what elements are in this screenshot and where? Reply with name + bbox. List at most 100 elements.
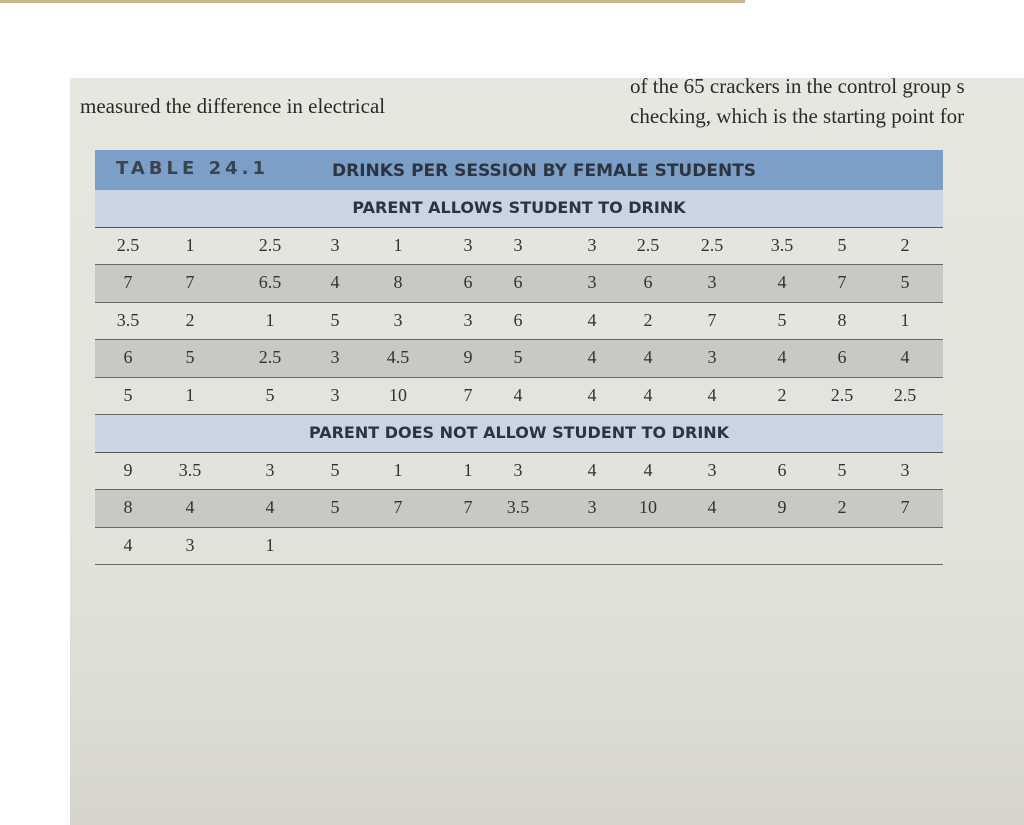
table-cell: 4 [643,384,653,405]
table-row [95,490,943,528]
table-cell: 2 [185,309,195,330]
table-cell: 4 [643,459,653,480]
table-cell: 4 [185,497,195,517]
table-cell: 10 [639,497,657,517]
table-cell: 8 [123,497,133,517]
body-text: checking, which is the starting point fo… [630,104,965,128]
table-cell: 3 [587,497,597,517]
table-cell: 3.5 [770,234,794,255]
table-cell: 6 [463,272,473,292]
section-heading: PARENT ALLOWS STUDENT TO DRINK [352,198,686,217]
table-cell: 3 [330,347,340,367]
table-cell: 3.5 [506,497,530,517]
table-cell: 7 [837,272,847,292]
table-row [95,340,943,378]
table-row [95,453,943,490]
table-cell: 2.5 [830,384,854,405]
table-cell: 6 [837,347,847,367]
table-cell: 9 [123,459,133,480]
table-cell: 3 [513,234,523,255]
table-cell: 4 [587,309,597,330]
table-cell: 6.5 [258,272,282,292]
table-cell: 6 [123,347,133,367]
table-cell: 6 [777,459,787,480]
table-cell: 3 [185,534,195,555]
table-cell: 4 [777,272,787,292]
table-cell: 3 [330,234,340,255]
table-cell: 7 [185,272,195,292]
table-cell: 4 [330,272,340,292]
table-label: TABLE 24.1 [116,158,269,179]
table-cell: 4 [587,347,597,367]
section-heading: PARENT DOES NOT ALLOW STUDENT TO DRINK [308,423,730,442]
table-cell: 6 [643,272,653,292]
table-cell: 1 [900,309,910,330]
table-cell: 5 [330,497,340,517]
table-cell: 5 [265,384,275,405]
table-cell: 9 [777,497,787,517]
table-cell: 3.5 [116,309,140,330]
table-cell: 3 [707,347,717,367]
table-row [95,303,943,340]
table-cell: 3 [463,309,473,330]
table-cell: 2.5 [636,234,660,255]
table-cell: 5 [330,459,340,480]
section-header-bg [95,415,943,453]
table-cell: 10 [389,384,407,405]
table-cell: 1 [265,534,275,555]
table-cell: 2.5 [116,234,140,255]
table-cell: 7 [463,384,473,405]
table-row [95,228,943,265]
table-cell: 5 [330,309,340,330]
table-cell: 1 [393,234,403,255]
table-cell: 1 [265,309,275,330]
table-cell: 3.5 [178,459,202,480]
table-cell: 5 [185,347,195,367]
table-cell: 4 [587,459,597,480]
table-cell: 2 [837,497,847,517]
table-cell: 5 [837,234,847,255]
table-cell: 2 [777,384,787,405]
table-cell: 4 [900,347,910,367]
table-row [95,378,943,415]
table-cell: 2.5 [258,234,282,255]
table-title: DRINKS PER SESSION BY FEMALE STUDENTS [332,161,757,181]
table-cell: 2.5 [258,347,282,367]
body-text: of the 65 crackers in the control group … [630,74,965,98]
table-cell: 4 [643,347,653,367]
table-cell: 3 [587,234,597,255]
table-row [95,265,943,303]
table-cell: 1 [185,234,195,255]
table-cell: 5 [123,384,133,405]
table-cell: 8 [393,272,403,292]
table-cell: 4 [707,384,717,405]
table-cell: 4 [265,497,275,517]
table-cell: 2 [900,234,910,255]
table-cell: 3 [587,272,597,292]
table-row [95,528,943,565]
table-cell: 7 [707,309,717,330]
table-cell: 7 [463,497,473,517]
table-cell: 3 [463,234,473,255]
table-cell: 6 [513,272,523,292]
table-cell: 6 [513,309,523,330]
table-cell: 3 [707,272,717,292]
table-cell: 4.5 [386,347,410,367]
table-cell: 4 [777,347,787,367]
table-cell: 2.5 [893,384,917,405]
body-text: measured the difference in electrical [80,94,386,118]
table-cell: 3 [265,459,275,480]
table-cell: 5 [777,309,787,330]
table-cell: 3 [513,459,523,480]
table-cell: 4 [513,384,523,405]
table-cell: 7 [900,497,910,517]
table-cell: 7 [393,497,403,517]
table-cell: 3 [900,459,910,480]
table-cell: 3 [707,459,717,480]
table-cell: 5 [837,459,847,480]
table-cell: 1 [185,384,195,405]
table-cell: 5 [900,272,910,292]
section-header-bg [95,190,943,228]
table-cell: 5 [513,347,523,367]
